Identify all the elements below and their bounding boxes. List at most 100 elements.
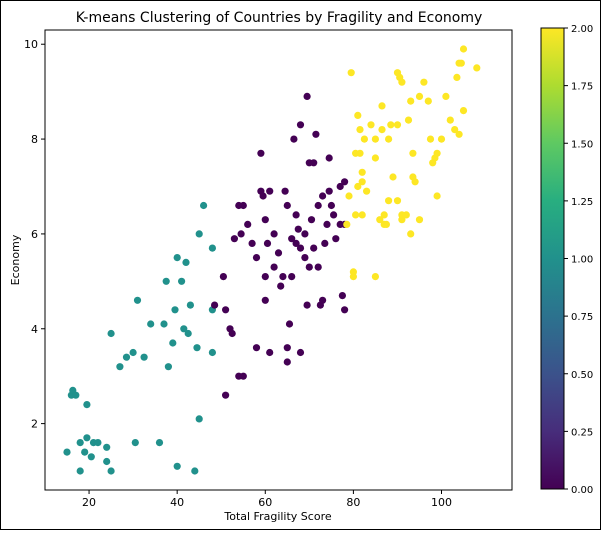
y-tick-label: 10 [24,38,38,51]
data-point [305,263,313,271]
x-tick-label: 100 [431,496,452,509]
data-point [371,154,379,162]
data-point [354,182,362,191]
data-point [433,149,441,157]
data-point [415,216,424,224]
data-point [155,439,164,447]
data-point [72,391,80,399]
data-point [173,462,181,470]
data-point [378,102,386,110]
data-point [358,211,366,219]
colorbar-tick-label: 1.00 [571,255,593,266]
data-point [321,239,329,247]
data-point [358,168,366,176]
data-point [237,230,245,238]
data-point [393,121,402,129]
data-point [382,220,390,228]
data-point [279,273,287,281]
data-point [301,230,309,238]
data-point [327,201,335,210]
y-axis-label: Economy [9,234,22,285]
colorbar-tick-label: 1.25 [571,197,593,208]
data-point [178,277,186,285]
y-tick-label: 6 [31,228,38,241]
data-point [274,249,283,257]
data-point [162,277,170,285]
data-point [164,363,172,371]
data-point [451,126,459,134]
y-tick-label: 4 [31,323,38,336]
data-point [294,225,302,233]
data-point [387,121,395,129]
data-point [94,439,102,447]
data-point [343,220,351,228]
data-point [360,135,368,143]
data-point [473,64,481,72]
data-point [292,239,300,247]
x-axis-ticks: 20 40 60 80 100 [82,490,452,509]
data-point [270,263,278,271]
data-point [336,182,344,191]
y-tick-label: 2 [31,418,38,431]
colorbar-gradient [540,27,565,490]
colorbar-tick-label: 1.50 [571,139,593,150]
data-point [420,78,428,86]
data-point [147,320,155,328]
data-point [459,107,468,115]
data-point [257,149,265,157]
colorbar-tick-label: 1.75 [571,82,593,93]
data-point [402,211,410,219]
colorbar-tick-label: 0.25 [571,427,593,438]
data-point [222,391,230,399]
data-point [371,135,379,143]
data-point [133,296,142,304]
x-tick-label: 40 [170,496,184,509]
data-point [76,467,84,475]
data-point [296,244,305,252]
data-point [358,178,366,186]
data-point [263,239,272,247]
data-point [76,439,84,447]
data-point [270,230,278,238]
data-point [239,201,247,210]
data-point [347,69,355,77]
data-point [195,415,203,423]
data-point [244,220,252,228]
data-point [330,211,338,219]
x-tick-label: 60 [258,496,272,509]
data-point [283,344,291,352]
x-axis-label: Total Fragility Score [223,510,331,523]
data-point [407,230,415,238]
colorbar-tick-label: 0.75 [571,312,593,323]
data-point [312,130,320,138]
data-point [437,135,446,143]
data-point [252,344,261,352]
data-point [352,211,360,219]
data-point [389,173,397,181]
x-tick-label: 20 [82,496,96,509]
data-point [290,135,298,143]
data-point [332,235,340,243]
plot-area: 20 40 60 80 100 2 4 6 8 10 [24,29,513,509]
data-point [409,149,417,157]
data-point [415,92,424,100]
data-point [239,372,247,380]
data-point [376,216,384,224]
data-point [160,320,168,328]
data-point [310,159,318,167]
data-point [222,306,230,314]
data-point [457,59,465,67]
data-point [314,201,322,210]
data-point [398,78,406,86]
data-point [356,149,364,157]
y-tick-label: 8 [31,133,38,146]
axes-frame [44,29,513,491]
data-point [341,178,349,186]
data-point [323,220,331,228]
data-point [81,448,89,456]
data-point [338,292,346,300]
data-point [424,97,432,105]
data-point [63,448,71,456]
x-tick-label: 80 [346,496,360,509]
